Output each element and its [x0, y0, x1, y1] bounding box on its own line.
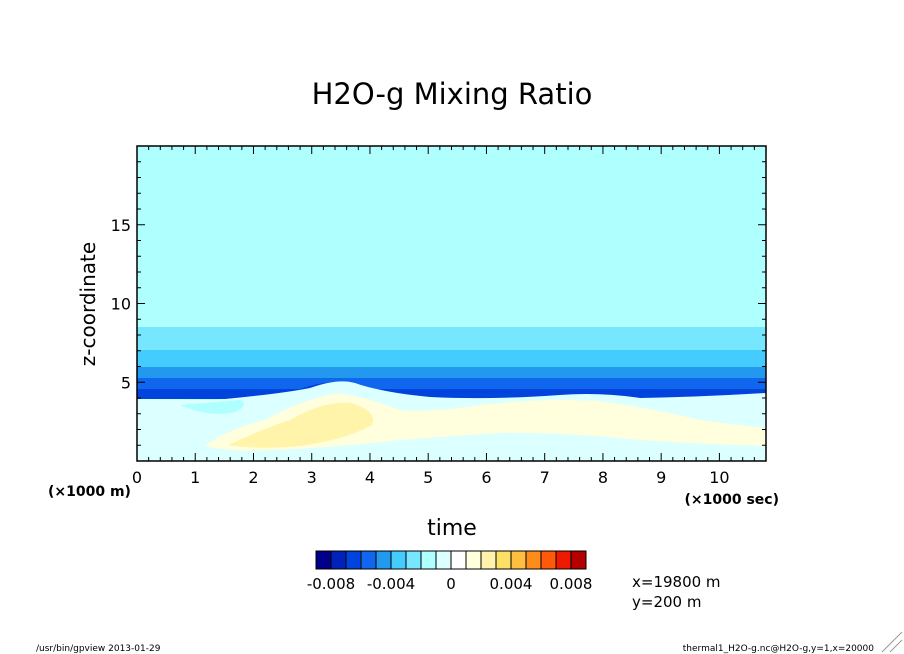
colorbar-tick-label: 0	[446, 575, 456, 593]
x-tick-label: 0	[132, 468, 142, 487]
x-tick-label: 5	[423, 468, 433, 487]
x-tick-label: 1	[190, 468, 200, 487]
x-tick-label: 7	[540, 468, 550, 487]
x-tick-label: 4	[365, 468, 375, 487]
y-unit-note: (×1000 m)	[48, 484, 131, 500]
y-tick-label: 5	[121, 373, 131, 392]
x-tick-label: 3	[307, 468, 317, 487]
band-level-1	[137, 327, 766, 351]
colorbar-swatch	[405, 550, 422, 570]
colorbar-swatch	[480, 550, 497, 570]
y-tick-label: 10	[111, 295, 131, 314]
chart-title: H2O-g Mixing Ratio	[312, 77, 593, 111]
colorbar-swatch	[315, 550, 332, 570]
footer-right: thermal1_H2O-g.nc@H2O-g,y=1,x=20000	[683, 644, 874, 654]
lower-strip	[137, 452, 766, 461]
lower-layer-light-blue	[180, 400, 244, 414]
y-axis-label: z-coordinate	[76, 242, 100, 366]
colorbar-swatch	[360, 550, 377, 570]
colorbar-swatch	[345, 550, 362, 570]
colorbar-swatch	[435, 550, 452, 570]
x-axis-label: time	[427, 516, 477, 541]
positive-region-2	[228, 402, 374, 448]
colorbar: -0.008 -0.004 0 0.004 0.008	[307, 550, 593, 593]
colorbar-swatch	[510, 550, 527, 570]
resize-grip-icon	[881, 631, 903, 653]
x-tick-label: 8	[598, 468, 608, 487]
x-tick-label: 2	[248, 468, 258, 487]
colorbar-tick-label: 0.008	[550, 575, 593, 593]
footer-left: /usr/bin/gpview 2013-01-29	[36, 644, 161, 654]
plot-area	[137, 146, 766, 461]
x-tick-label: 9	[656, 468, 666, 487]
band-level-3	[137, 367, 766, 379]
colorbar-swatch	[555, 550, 572, 570]
colorbar-swatch	[525, 550, 542, 570]
x-unit-note: (×1000 sec)	[685, 492, 780, 508]
band-level-4	[137, 378, 766, 390]
colorbar-tick-label: -0.004	[367, 575, 415, 593]
info-x: x=19800 m	[632, 573, 721, 591]
x-tick-label: 10	[709, 468, 729, 487]
colorbar-swatch	[465, 550, 482, 570]
colorbar-tick-label: -0.008	[307, 575, 355, 593]
colorbar-swatch	[330, 550, 347, 570]
colorbar-swatch	[450, 550, 467, 570]
colorbar-swatch	[420, 550, 437, 570]
colorbar-swatch	[540, 550, 557, 570]
band-level-2	[137, 350, 766, 368]
x-tick-label: 6	[481, 468, 491, 487]
colorbar-tick-label: 0.004	[490, 575, 533, 593]
colorbar-swatch	[495, 550, 512, 570]
colorbar-swatch	[570, 550, 587, 570]
info-y: y=200 m	[632, 593, 701, 611]
axes: 0 1 2 3 4 5 6 7 8 9 10 5 10 15	[111, 145, 767, 487]
colorbar-swatch	[390, 550, 407, 570]
y-tick-label: 15	[111, 216, 131, 235]
colorbar-swatch	[375, 550, 392, 570]
